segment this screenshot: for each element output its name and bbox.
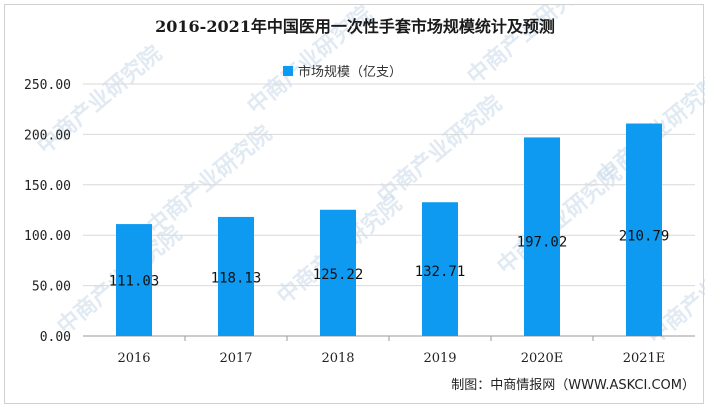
data-label: 125.22 xyxy=(313,267,364,283)
bar xyxy=(626,123,662,336)
x-tick-label: 2017 xyxy=(219,351,252,366)
x-tick-label: 2021E xyxy=(623,351,666,366)
data-label: 132.71 xyxy=(415,264,466,280)
legend-label: 市场规模（亿支） xyxy=(298,64,402,80)
y-tick-label: 50.00 xyxy=(32,280,71,295)
watermark-text: 中商产业研究院 xyxy=(372,91,507,210)
y-tick-label: 150.00 xyxy=(24,179,71,194)
data-label: 197.02 xyxy=(517,235,568,251)
source-note: 制图：中商情报网（WWW.ASKCI.COM） xyxy=(451,378,695,393)
x-tick-label: 2019 xyxy=(423,351,456,366)
legend-swatch xyxy=(283,66,293,76)
y-tick-label: 250.00 xyxy=(24,78,71,93)
data-label: 111.03 xyxy=(109,274,160,290)
bar xyxy=(218,216,254,336)
legend: 市场规模（亿支） xyxy=(283,64,402,80)
data-label: 210.79 xyxy=(619,228,670,244)
data-label: 118.13 xyxy=(211,270,262,286)
bar xyxy=(422,202,458,336)
y-tick-label: 0.00 xyxy=(40,330,71,345)
chart-frame: 中商产业研究院 中商产业研究院 中商产业研究院 中商产业研究院 中商产业研究院 中商产业研… xyxy=(4,4,705,404)
x-tick-label: 2020E xyxy=(521,351,564,366)
y-tick-label: 200.00 xyxy=(24,128,71,143)
bar xyxy=(116,224,152,336)
bars xyxy=(116,123,662,336)
y-tick-label: 100.00 xyxy=(24,229,71,244)
chart-title: 2016-2021年中国医用一次性手套市场规模统计及预测 xyxy=(155,17,555,36)
data-labels: 111.03 118.13 125.22 132.71 197.02 210.79 xyxy=(109,228,670,289)
bar xyxy=(524,137,560,336)
y-axis-ticks: 0.00 50.00 100.00 150.00 200.00 250.00 xyxy=(24,78,71,345)
x-axis: 2016 2017 2018 2019 2020E 2021E xyxy=(117,336,665,366)
bar xyxy=(320,209,356,336)
x-tick-label: 2016 xyxy=(117,351,150,366)
x-tick-label: 2018 xyxy=(321,351,354,366)
watermark-text: 中商产业研究院 xyxy=(142,121,277,240)
